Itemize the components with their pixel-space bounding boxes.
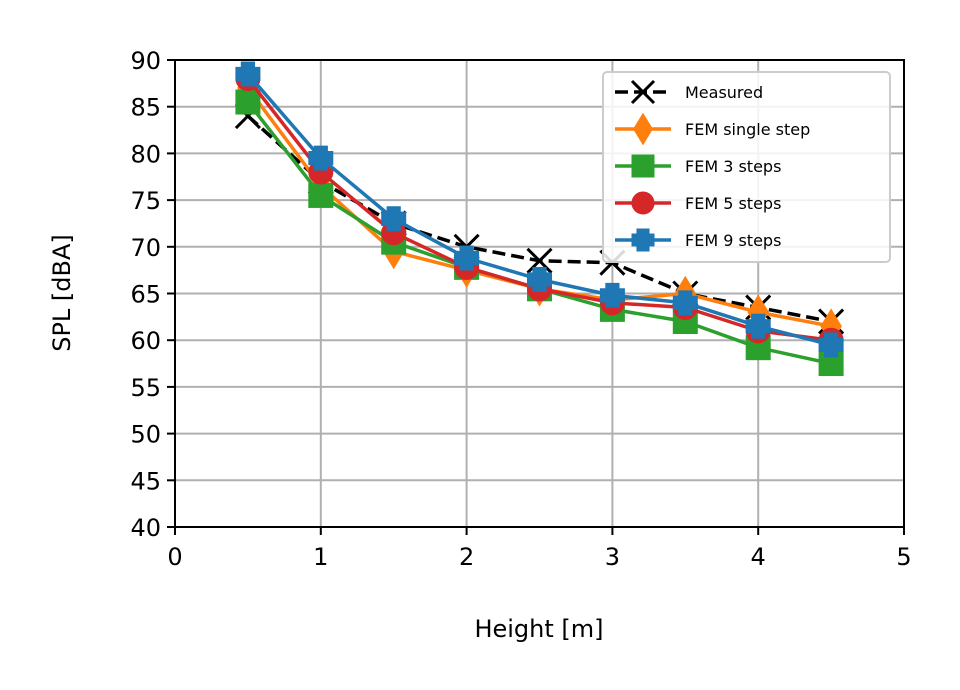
- legend-item: FEM single step: [615, 112, 810, 146]
- y-tick-label: 45: [130, 467, 161, 495]
- y-tick-label: 90: [130, 47, 161, 75]
- data-point: [454, 245, 480, 271]
- legend-label: FEM 5 steps: [685, 194, 781, 213]
- legend-item: FEM 3 steps: [615, 154, 781, 178]
- legend-marker: [631, 191, 655, 215]
- legend-box: [602, 71, 891, 263]
- data-point: [526, 247, 553, 274]
- x-tick-label: 1: [313, 543, 328, 571]
- y-tick-label: 65: [130, 281, 161, 309]
- legend-marker: [630, 79, 656, 105]
- x-tick-label: 5: [896, 543, 911, 571]
- legend-label: Measured: [685, 83, 763, 102]
- x-axis-title: Height [m]: [474, 615, 603, 643]
- legend-item: FEM 9 steps: [615, 228, 781, 252]
- data-point: [381, 206, 407, 232]
- x-tick-label: 0: [167, 543, 182, 571]
- data-point: [527, 266, 552, 292]
- y-axis-title: SPL [dBA]: [48, 234, 76, 352]
- legend-label: FEM single step: [685, 120, 810, 139]
- legend-marker: [633, 112, 653, 146]
- data-point: [672, 290, 698, 316]
- legend: Measured FEM single step FEM 3 steps FEM 5 …: [602, 71, 891, 263]
- y-tick-label: 50: [130, 421, 161, 449]
- data-point: [818, 332, 844, 358]
- y-tick-label: 75: [130, 187, 161, 215]
- plot-series: [234, 61, 845, 377]
- y-tick-label: 70: [130, 234, 161, 262]
- legend-item: FEM 5 steps: [615, 191, 781, 215]
- data-point: [235, 61, 261, 87]
- y-tick-label: 85: [130, 94, 161, 122]
- series-fem-9-steps: [235, 61, 844, 358]
- data-point: [308, 182, 334, 208]
- data-point: [235, 89, 261, 115]
- legend-label: FEM 3 steps: [685, 157, 781, 176]
- legend-item: Measured: [615, 79, 763, 105]
- y-tick-label: 40: [130, 514, 161, 542]
- data-point: [599, 282, 625, 308]
- data-point: [308, 145, 334, 171]
- y-tick-label: 60: [130, 327, 161, 355]
- x-tick-label: 3: [605, 543, 620, 571]
- legend-marker: [631, 228, 655, 252]
- data-point: [745, 313, 771, 339]
- legend-label: FEM 9 steps: [685, 231, 781, 250]
- x-tick-label: 4: [751, 543, 766, 571]
- x-tick-label: 2: [459, 543, 474, 571]
- legend-marker: [631, 154, 655, 178]
- y-tick-label: 80: [130, 140, 161, 168]
- y-tick-label: 55: [130, 374, 161, 402]
